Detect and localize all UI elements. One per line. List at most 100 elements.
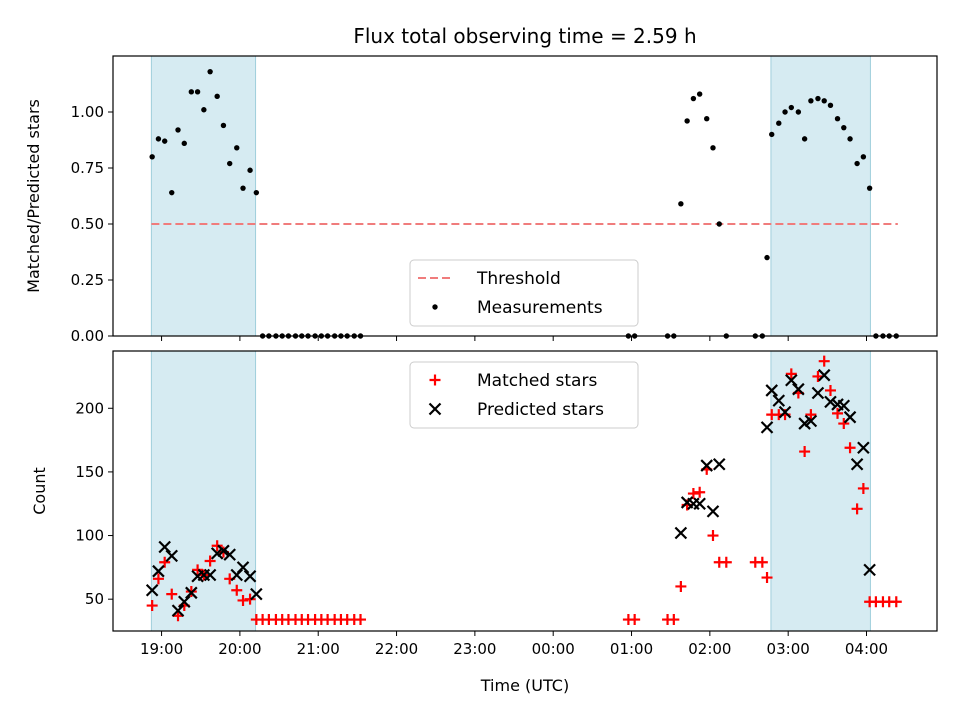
data-point (857, 482, 869, 494)
shaded-interval-1 (150, 350, 257, 632)
data-point (778, 405, 792, 419)
data-point (863, 563, 876, 577)
x-tick-label: 19:00 (140, 640, 183, 658)
series-matched-stars (146, 355, 902, 626)
data-point (851, 503, 863, 515)
data-point (804, 414, 818, 428)
data-point (850, 457, 864, 471)
data-point (152, 564, 165, 578)
data-point (824, 384, 836, 396)
x-tick-label: 01:00 (610, 640, 653, 658)
data-point (704, 116, 710, 122)
data-point (231, 584, 243, 596)
data-point (250, 587, 263, 601)
x-tick-label: 02:00 (688, 640, 731, 658)
x-tick-label: 23:00 (453, 640, 496, 658)
data-point (847, 136, 853, 142)
data-point (675, 580, 687, 592)
data-point (843, 410, 857, 424)
data-point (674, 526, 688, 540)
data-point (838, 418, 850, 430)
data-point (236, 561, 250, 574)
data-point (815, 95, 821, 102)
data-point (761, 572, 773, 584)
data-point (756, 556, 768, 568)
x-axis-label: Time (UTC) (480, 676, 569, 695)
data-point (192, 564, 204, 576)
data-point (782, 109, 788, 115)
data-point (171, 604, 185, 617)
data-point (684, 118, 690, 124)
data-point (854, 160, 860, 167)
y-tick-label: 0.50 (71, 215, 104, 233)
data-point (217, 544, 230, 558)
data-point (201, 107, 207, 113)
data-point (857, 441, 870, 455)
data-point (832, 407, 844, 419)
data-point (706, 505, 720, 518)
data-point (169, 189, 175, 196)
data-point (629, 614, 641, 626)
legend-box (409, 259, 639, 327)
data-point (178, 595, 191, 609)
data-point (792, 382, 805, 396)
data-point (155, 136, 162, 142)
data-point (700, 459, 713, 472)
data-point (841, 124, 847, 131)
data-point (203, 568, 217, 582)
data-point (707, 530, 719, 542)
data-point (185, 586, 198, 600)
shaded-interval-2 (770, 55, 871, 337)
data-point (687, 488, 699, 500)
x-tick-label: 03:00 (767, 640, 810, 658)
data-point (145, 583, 159, 597)
data-point (165, 549, 179, 563)
data-point (808, 98, 814, 104)
data-point (220, 122, 227, 129)
series-measurements (149, 68, 899, 339)
legend-marker (428, 402, 442, 416)
y-tick-label: 0.00 (71, 327, 104, 345)
chart-title: Flux total observing time = 2.59 h (353, 24, 696, 48)
data-point (821, 98, 827, 104)
data-point (834, 116, 841, 122)
data-point (152, 573, 164, 585)
y-tick-label: 0.75 (71, 159, 104, 177)
data-point (772, 394, 786, 407)
y-tick-label: 1.00 (71, 103, 104, 121)
data-point (866, 185, 873, 191)
data-point (824, 395, 837, 409)
x-tick-label: 22:00 (375, 640, 418, 658)
data-point (760, 421, 774, 434)
data-point (799, 446, 811, 458)
data-point (223, 548, 236, 561)
data-point (159, 556, 171, 568)
data-point (710, 145, 716, 151)
axes-frame (112, 55, 938, 337)
x-tick-label: 20:00 (218, 640, 261, 658)
legend-marker (429, 374, 441, 386)
data-point (194, 89, 201, 95)
data-point (720, 556, 732, 568)
y-axis-label: Matched/Predicted stars (24, 99, 43, 293)
series-predicted-stars (145, 368, 876, 617)
x-tick-label: 00:00 (532, 640, 575, 658)
data-point (211, 540, 223, 552)
data-point (243, 569, 257, 583)
data-point (175, 127, 181, 133)
legend-box (409, 361, 639, 429)
top-panel-ratio: 0.00 0.25 0.50 0.75 1.00 Matched/Predicted st… (24, 55, 938, 345)
y-tick-label: 150 (75, 463, 104, 481)
data-point (247, 167, 253, 173)
data-point (785, 373, 798, 387)
data-point (817, 368, 831, 382)
y-tick-label: 200 (75, 399, 104, 417)
legend-label: Matched stars (477, 371, 597, 391)
data-point (181, 140, 187, 147)
data-point (776, 120, 782, 126)
data-point (765, 384, 779, 397)
data-point (161, 138, 168, 144)
y-tick-label: 100 (75, 527, 104, 545)
data-point (818, 355, 830, 367)
data-point (166, 588, 178, 600)
